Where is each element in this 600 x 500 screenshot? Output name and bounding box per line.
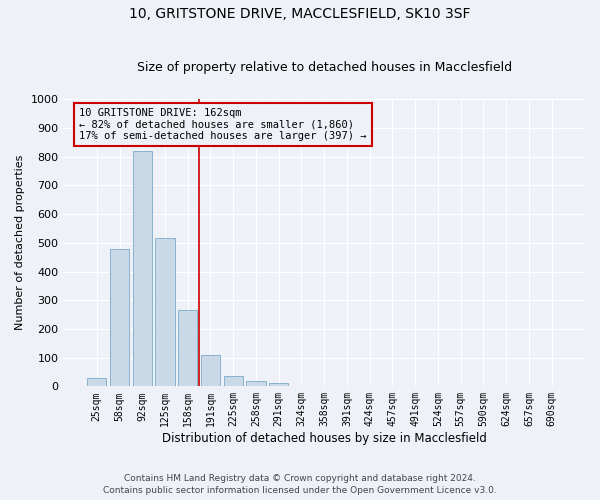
Bar: [224, 376, 243, 386]
Bar: [247, 380, 266, 386]
Title: Size of property relative to detached houses in Macclesfield: Size of property relative to detached ho…: [137, 62, 512, 74]
Bar: [87, 378, 106, 386]
Bar: [133, 151, 152, 386]
Text: 10, GRITSTONE DRIVE, MACCLESFIELD, SK10 3SF: 10, GRITSTONE DRIVE, MACCLESFIELD, SK10 …: [129, 8, 471, 22]
Text: 10 GRITSTONE DRIVE: 162sqm
← 82% of detached houses are smaller (1,860)
17% of s: 10 GRITSTONE DRIVE: 162sqm ← 82% of deta…: [79, 108, 367, 141]
Bar: [110, 249, 129, 386]
X-axis label: Distribution of detached houses by size in Macclesfield: Distribution of detached houses by size …: [162, 432, 487, 445]
Bar: [269, 384, 289, 386]
Bar: [178, 310, 197, 386]
Bar: [201, 355, 220, 386]
Bar: [155, 238, 175, 386]
Y-axis label: Number of detached properties: Number of detached properties: [15, 155, 25, 330]
Text: Contains HM Land Registry data © Crown copyright and database right 2024.
Contai: Contains HM Land Registry data © Crown c…: [103, 474, 497, 495]
